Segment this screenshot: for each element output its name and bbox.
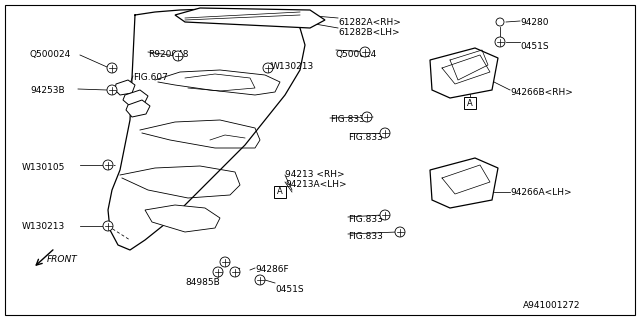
Text: FIG.833: FIG.833 (330, 115, 365, 124)
Circle shape (220, 257, 230, 267)
Text: 94266A<LH>: 94266A<LH> (510, 188, 572, 197)
Circle shape (230, 267, 240, 277)
Text: FIG.833: FIG.833 (348, 133, 383, 142)
Text: 0451S: 0451S (275, 285, 303, 294)
Circle shape (103, 221, 113, 231)
Circle shape (107, 63, 117, 73)
Text: W130105: W130105 (22, 163, 65, 172)
Circle shape (255, 275, 265, 285)
Polygon shape (123, 90, 148, 106)
Polygon shape (126, 100, 150, 117)
Text: 61282B<LH>: 61282B<LH> (338, 28, 399, 37)
Bar (464, 97, 476, 109)
Text: R920048: R920048 (148, 50, 189, 59)
Bar (274, 186, 286, 198)
Text: 94213 <RH>: 94213 <RH> (285, 170, 344, 179)
Text: 94253B: 94253B (30, 86, 65, 95)
Polygon shape (430, 158, 498, 208)
Circle shape (213, 267, 223, 277)
Circle shape (380, 210, 390, 220)
Text: 94280: 94280 (520, 18, 548, 27)
Circle shape (263, 63, 273, 73)
Text: W130213: W130213 (271, 62, 314, 71)
Text: 94213A<LH>: 94213A<LH> (285, 180, 347, 189)
Text: W130213: W130213 (22, 222, 65, 231)
Circle shape (173, 51, 183, 61)
Circle shape (380, 128, 390, 138)
Text: A941001272: A941001272 (522, 301, 580, 310)
Text: 94286F: 94286F (255, 265, 289, 274)
Circle shape (362, 112, 372, 122)
Circle shape (395, 227, 405, 237)
Polygon shape (430, 48, 498, 98)
Text: 84985B: 84985B (185, 278, 220, 287)
Text: 0451S: 0451S (520, 42, 548, 51)
Text: A: A (467, 99, 473, 108)
Text: 94266B<RH>: 94266B<RH> (510, 88, 573, 97)
Text: FIG.833: FIG.833 (348, 232, 383, 241)
Circle shape (107, 85, 117, 95)
Text: Q500024: Q500024 (30, 50, 71, 59)
Polygon shape (145, 205, 220, 232)
Text: FIG.607: FIG.607 (133, 73, 168, 82)
Polygon shape (175, 8, 325, 28)
Circle shape (496, 18, 504, 26)
Circle shape (103, 160, 113, 170)
Text: A: A (277, 188, 283, 196)
Polygon shape (115, 80, 135, 95)
Text: 61282A<RH>: 61282A<RH> (338, 18, 401, 27)
Text: FRONT: FRONT (47, 255, 77, 264)
Text: FIG.833: FIG.833 (348, 215, 383, 224)
Circle shape (360, 47, 370, 57)
Circle shape (495, 37, 505, 47)
Text: Q500024: Q500024 (336, 50, 377, 59)
